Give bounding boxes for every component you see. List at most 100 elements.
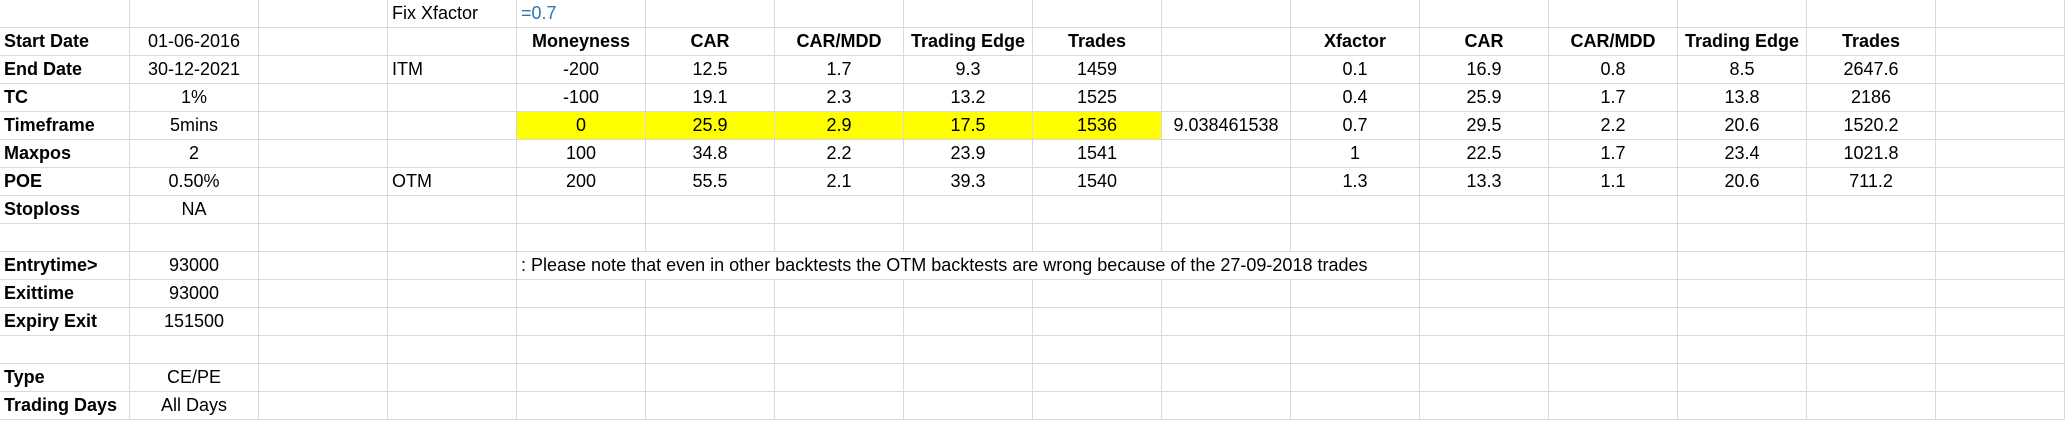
moneyness-cell[interactable]: 1541 — [1033, 140, 1162, 168]
xfactor-header[interactable]: CAR/MDD — [1549, 28, 1678, 56]
moneyness-header[interactable]: CAR — [646, 28, 775, 56]
empty-cell[interactable] — [1033, 280, 1162, 308]
xfactor-cell[interactable]: 0.1 — [1291, 56, 1420, 84]
empty-cell[interactable] — [517, 364, 646, 392]
empty-cell[interactable] — [1291, 280, 1420, 308]
param-value[interactable]: 30-12-2021 — [130, 56, 259, 84]
empty-cell[interactable] — [904, 0, 1033, 28]
xfactor-cell[interactable]: 0.4 — [1291, 84, 1420, 112]
empty-cell[interactable] — [259, 308, 388, 336]
empty-cell[interactable] — [1162, 168, 1291, 196]
param-label[interactable]: Type — [0, 364, 130, 392]
xfactor-header[interactable]: Xfactor — [1291, 28, 1420, 56]
empty-cell[interactable] — [1549, 336, 1678, 364]
moneyness-cell[interactable]: 13.2 — [904, 84, 1033, 112]
empty-cell[interactable] — [646, 308, 775, 336]
moneyness-cell[interactable]: 9.3 — [904, 56, 1033, 84]
empty-cell[interactable] — [1936, 336, 2065, 364]
empty-cell[interactable] — [259, 196, 388, 224]
empty-cell[interactable] — [1291, 252, 1420, 280]
empty-cell[interactable] — [1678, 336, 1807, 364]
empty-cell[interactable] — [1162, 336, 1291, 364]
empty-cell[interactable] — [259, 336, 388, 364]
param-value[interactable] — [130, 224, 259, 252]
empty-cell[interactable] — [517, 308, 646, 336]
empty-cell[interactable] — [1420, 0, 1549, 28]
fix-xfactor-label[interactable]: Fix Xfactor — [388, 0, 517, 28]
empty-cell[interactable] — [1807, 196, 1936, 224]
empty-cell[interactable] — [1549, 392, 1678, 420]
xfactor-cell[interactable]: 2.2 — [1549, 112, 1678, 140]
moneyness-header[interactable]: Moneyness — [517, 28, 646, 56]
empty-cell[interactable] — [1549, 280, 1678, 308]
empty-cell[interactable] — [1936, 168, 2065, 196]
empty-cell[interactable] — [1936, 364, 2065, 392]
empty-cell[interactable] — [517, 196, 646, 224]
empty-cell[interactable] — [904, 364, 1033, 392]
xfactor-cell[interactable]: 711.2 — [1807, 168, 1936, 196]
empty-cell[interactable] — [388, 308, 517, 336]
empty-cell[interactable] — [1420, 224, 1549, 252]
empty-cell[interactable] — [1033, 0, 1162, 28]
moneyness-cell[interactable]: 25.9 — [646, 112, 775, 140]
param-label[interactable]: Expiry Exit — [0, 308, 130, 336]
param-label[interactable]: Trading Days — [0, 392, 130, 420]
empty-cell[interactable] — [1936, 84, 2065, 112]
param-value[interactable]: 5mins — [130, 112, 259, 140]
xfactor-cell[interactable]: 0.8 — [1549, 56, 1678, 84]
empty-cell[interactable] — [1162, 28, 1291, 56]
empty-cell[interactable] — [775, 196, 904, 224]
moneyness-cell[interactable]: 100 — [517, 140, 646, 168]
xfactor-cell[interactable]: 1.3 — [1291, 168, 1420, 196]
xfactor-cell[interactable]: 8.5 — [1678, 56, 1807, 84]
xfactor-cell[interactable]: 1.1 — [1549, 168, 1678, 196]
empty-cell[interactable] — [1033, 364, 1162, 392]
xfactor-cell[interactable]: 23.4 — [1678, 140, 1807, 168]
empty-cell[interactable] — [1807, 364, 1936, 392]
moneyness-cell[interactable]: 2.9 — [775, 112, 904, 140]
empty-cell[interactable] — [1162, 196, 1291, 224]
empty-cell[interactable] — [1807, 280, 1936, 308]
empty-cell[interactable] — [1033, 196, 1162, 224]
empty-cell[interactable] — [1033, 392, 1162, 420]
itm-label[interactable]: ITM — [388, 56, 517, 84]
xfactor-cell[interactable]: 25.9 — [1420, 84, 1549, 112]
empty-cell[interactable] — [259, 252, 388, 280]
empty-cell[interactable] — [1936, 56, 2065, 84]
empty-cell[interactable] — [1420, 280, 1549, 308]
empty-cell[interactable] — [1420, 364, 1549, 392]
moneyness-cell[interactable]: 2.1 — [775, 168, 904, 196]
moneyness-cell[interactable]: 1540 — [1033, 168, 1162, 196]
empty-cell[interactable] — [1291, 0, 1420, 28]
moneyness-cell[interactable]: -100 — [517, 84, 646, 112]
moneyness-header[interactable]: CAR/MDD — [775, 28, 904, 56]
empty-cell[interactable] — [259, 392, 388, 420]
empty-cell[interactable] — [259, 168, 388, 196]
param-value[interactable]: 1% — [130, 84, 259, 112]
moneyness-cell[interactable]: 17.5 — [904, 112, 1033, 140]
empty-cell[interactable] — [1162, 280, 1291, 308]
empty-cell[interactable] — [1162, 84, 1291, 112]
xfactor-cell[interactable]: 1520.2 — [1807, 112, 1936, 140]
empty-cell[interactable] — [1936, 196, 2065, 224]
empty-cell[interactable] — [388, 112, 517, 140]
empty-cell[interactable] — [1678, 0, 1807, 28]
empty-cell[interactable] — [646, 224, 775, 252]
empty-cell[interactable] — [1420, 308, 1549, 336]
param-label[interactable] — [0, 336, 130, 364]
xfactor-cell[interactable]: 2647.6 — [1807, 56, 1936, 84]
xfactor-cell[interactable]: 1021.8 — [1807, 140, 1936, 168]
param-label[interactable]: Maxpos — [0, 140, 130, 168]
empty-cell[interactable] — [1162, 308, 1291, 336]
xfactor-cell[interactable]: 1.7 — [1549, 140, 1678, 168]
param-label[interactable]: End Date — [0, 56, 130, 84]
empty-cell[interactable] — [1291, 224, 1420, 252]
empty-cell[interactable] — [1033, 308, 1162, 336]
empty-cell[interactable] — [388, 252, 517, 280]
xfactor-cell[interactable]: 13.3 — [1420, 168, 1549, 196]
moneyness-cell[interactable]: 23.9 — [904, 140, 1033, 168]
empty-cell[interactable] — [1678, 392, 1807, 420]
empty-cell[interactable] — [1936, 224, 2065, 252]
empty-cell[interactable] — [1807, 252, 1936, 280]
empty-cell[interactable] — [517, 392, 646, 420]
